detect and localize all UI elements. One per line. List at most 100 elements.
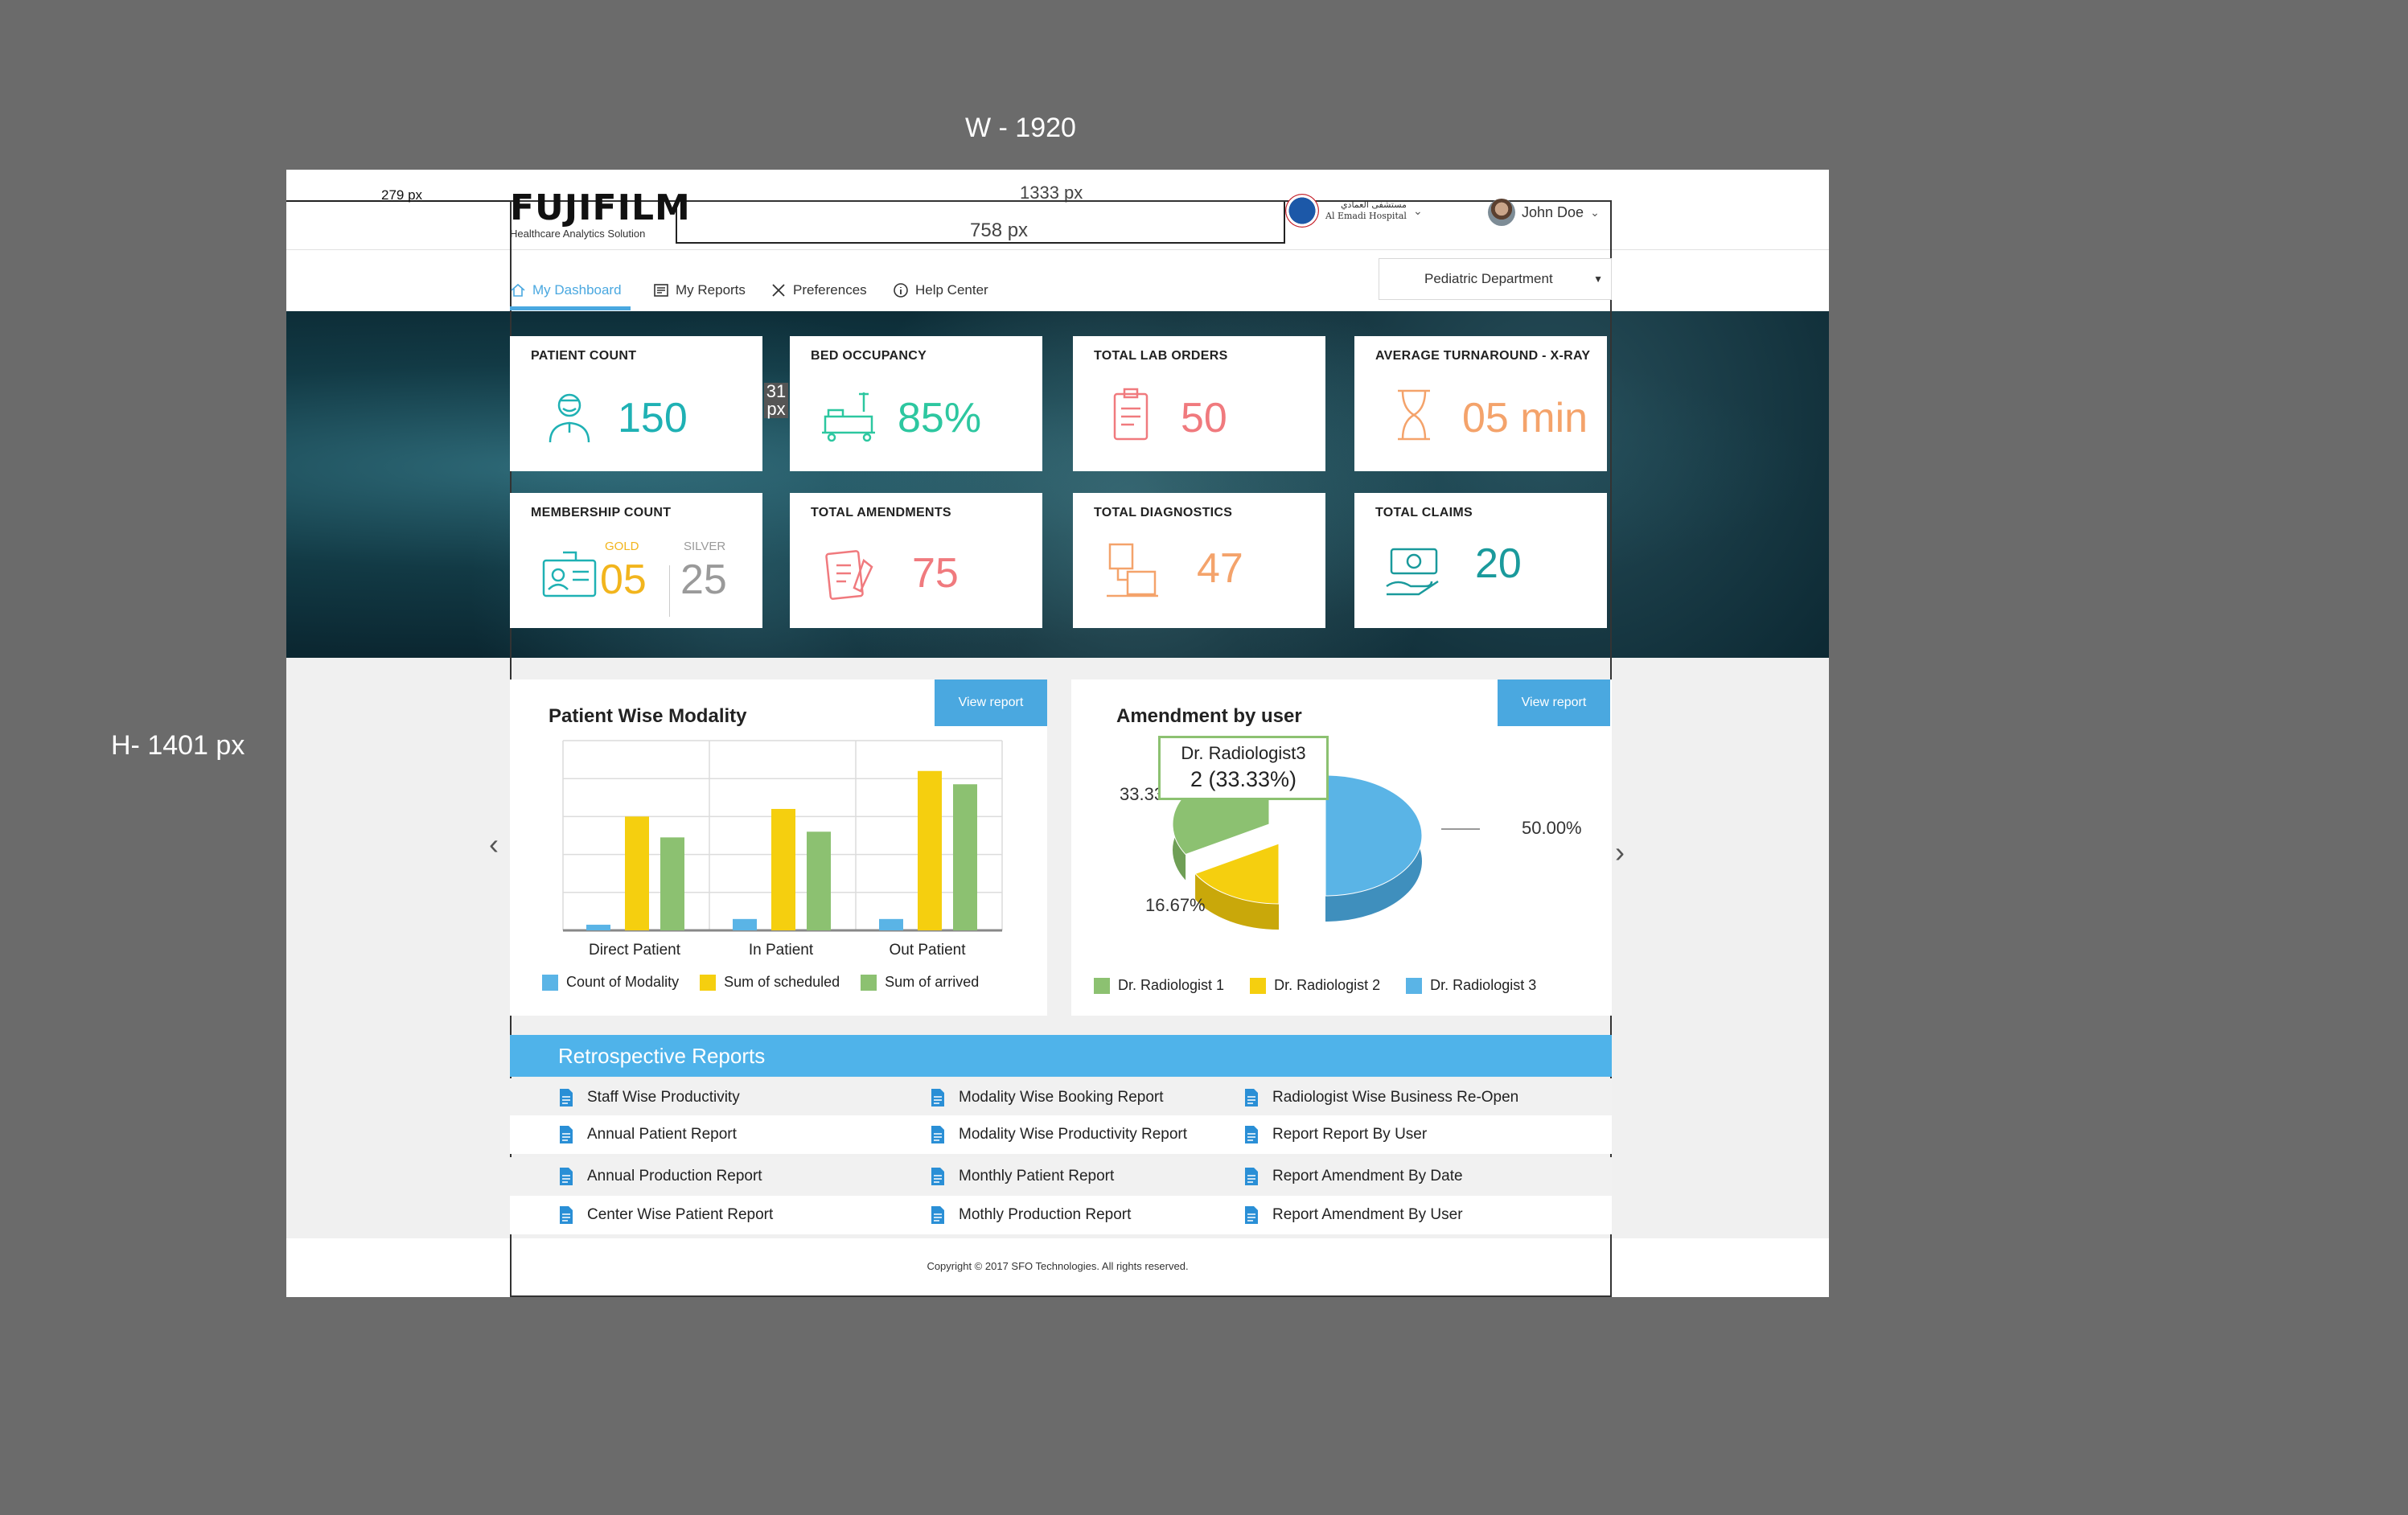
diagnostic-machine-icon	[1107, 543, 1158, 597]
legend-label: Dr. Radiologist 1	[1118, 977, 1225, 993]
report-label: Radiologist Wise Business Re-Open	[1272, 1089, 1519, 1106]
report-row: Staff Wise Productivity Modality Wise Boo…	[510, 1078, 1612, 1117]
total-amendments-card[interactable]: TOTAL AMENDMENTS 75	[790, 493, 1042, 628]
membership-divider	[669, 565, 670, 617]
average-turnaround-card[interactable]: AVERAGE TURNAROUND - X-RAY 05 min	[1354, 336, 1607, 471]
id-card-icon	[542, 551, 597, 597]
user-menu[interactable]: John Doe ⌄	[1488, 199, 1600, 226]
chevron-down-icon: ⌄	[1590, 205, 1600, 219]
legend-swatch	[1094, 977, 1110, 994]
gold-value: 05	[600, 556, 647, 603]
card-title: TOTAL CLAIMS	[1375, 506, 1473, 519]
tab-my-dashboard[interactable]: My Dashboard	[510, 282, 622, 298]
total-lab-orders-card[interactable]: TOTAL LAB ORDERS 50	[1073, 336, 1325, 471]
next-arrow-icon[interactable]: ›	[1615, 836, 1625, 868]
home-icon	[511, 283, 525, 297]
prev-arrow-icon[interactable]: ‹	[489, 827, 499, 860]
header	[286, 170, 1829, 250]
document-icon	[560, 1089, 573, 1106]
info-icon	[894, 283, 908, 298]
report-label: Center Wise Patient Report	[587, 1206, 774, 1223]
copyright: Copyright © 2017 SFO Technologies. All r…	[927, 1260, 1189, 1272]
dropdown-arrow-icon: ▼	[1593, 273, 1603, 285]
tab-preferences[interactable]: Preferences	[770, 282, 867, 298]
gap-annotation: 31 px	[764, 383, 788, 418]
card-title: TOTAL LAB ORDERS	[1094, 349, 1228, 363]
active-tab-indicator	[510, 306, 631, 310]
content-width-label: 1333 px	[1020, 183, 1083, 203]
category-label: Direct Patient	[589, 942, 681, 959]
gap-annotation-unit: px	[766, 399, 786, 419]
report-link[interactable]: Modality Wise Productivity Report	[930, 1125, 1187, 1144]
report-label: Report Report By User	[1272, 1126, 1428, 1143]
legend-label: Count of Modality	[566, 974, 680, 990]
bar-sum-of-scheduled	[771, 808, 795, 930]
bar-sum-of-arrived	[807, 831, 831, 930]
report-label: Annual Patient Report	[587, 1126, 737, 1143]
tooltip-value: 2 (33.33%)	[1190, 767, 1297, 791]
document-icon	[1245, 1089, 1258, 1106]
card-value: 47	[1197, 545, 1243, 592]
report-label: Report Amendment By Date	[1272, 1168, 1463, 1184]
pie-legend: Dr. Radiologist 1 Dr. Radiologist 2 Dr. …	[1094, 977, 1536, 994]
total-claims-card[interactable]: TOTAL CLAIMS 20	[1354, 493, 1607, 628]
legend-label: Dr. Radiologist 3	[1430, 977, 1537, 993]
report-row: Annual Patient Report Modality Wise Produ…	[510, 1115, 1612, 1154]
bar-sum-of-scheduled	[625, 816, 649, 930]
report-link[interactable]: Report Report By User	[1243, 1125, 1427, 1144]
dashboard-page: 279 px 1333 px 758 px FUJIFILM Healthcar…	[286, 170, 1829, 1297]
report-label: Modality Wise Productivity Report	[959, 1126, 1188, 1143]
view-report-button[interactable]: View report	[1498, 679, 1610, 726]
membership-count-card[interactable]: MEMBERSHIP COUNT GOLD 05 SILVER 25	[510, 493, 762, 628]
silver-value: 25	[680, 556, 727, 603]
legend-item: Count of Modality	[542, 974, 679, 991]
report-link[interactable]: Report Amendment By User	[1243, 1205, 1463, 1225]
report-link[interactable]: Staff Wise Productivity	[558, 1088, 740, 1107]
hospital-name-arabic: مستشفى العمادي	[1340, 199, 1407, 210]
fujifilm-logo[interactable]: FUJIFILM Healthcare Analytics Solution	[510, 191, 691, 240]
total-diagnostics-card[interactable]: TOTAL DIAGNOSTICS 47	[1073, 493, 1325, 628]
card-title: BED OCCUPANCY	[811, 349, 927, 363]
hospital-selector[interactable]: مستشفى العمادي Al Emadi Hospital ⌄	[1285, 194, 1423, 228]
report-row: Center Wise Patient Report Mothly Product…	[510, 1196, 1612, 1234]
view-report-button[interactable]: View report	[935, 679, 1047, 726]
tab-label: My Dashboard	[532, 282, 622, 298]
document-icon	[560, 1126, 573, 1143]
tab-help-center[interactable]: Help Center	[893, 282, 988, 298]
report-link[interactable]: Annual Production Report	[558, 1167, 762, 1186]
pie-slice	[1194, 843, 1280, 905]
legend-item: Sum of scheduled	[700, 974, 840, 991]
card-title: TOTAL DIAGNOSTICS	[1094, 506, 1233, 519]
report-label: Modality Wise Booking Report	[959, 1089, 1164, 1106]
bed-occupancy-card[interactable]: BED OCCUPANCY 85%	[790, 336, 1042, 471]
legend-item: Dr. Radiologist 2	[1250, 977, 1380, 994]
bar-sum-of-arrived	[660, 837, 684, 930]
report-link[interactable]: Monthly Patient Report	[930, 1167, 1114, 1186]
tab-my-reports[interactable]: My Reports	[653, 282, 746, 298]
bar-count-of-modality	[586, 924, 610, 930]
report-link[interactable]: Radiologist Wise Business Re-Open	[1243, 1088, 1518, 1107]
report-link[interactable]: Annual Patient Report	[558, 1125, 737, 1144]
category-label: In Patient	[749, 942, 814, 959]
report-link[interactable]: Modality Wise Booking Report	[930, 1088, 1164, 1107]
hospital-name: مستشفى العمادي Al Emadi Hospital	[1325, 199, 1407, 222]
document-icon	[931, 1126, 944, 1143]
amendment-panel: Amendment by user View report 50.00% 16.6…	[1071, 679, 1612, 1016]
patient-count-card[interactable]: PATIENT COUNT 150	[510, 336, 762, 471]
tools-icon	[772, 284, 785, 297]
pie-slice	[1325, 774, 1423, 897]
tooltip-name: Dr. Radiologist3	[1181, 743, 1306, 763]
panel-title: Patient Wise Modality	[549, 705, 747, 727]
legend-swatch	[1406, 977, 1423, 994]
report-label: Monthly Patient Report	[959, 1168, 1115, 1184]
report-link[interactable]: Mothly Production Report	[930, 1205, 1131, 1225]
report-link[interactable]: Report Amendment By Date	[1243, 1167, 1463, 1186]
brand-tagline: Healthcare Analytics Solution	[510, 228, 646, 240]
silver-label: SILVER	[684, 540, 726, 553]
department-select[interactable]: Pediatric Department ▼	[1379, 258, 1612, 300]
footer	[286, 1238, 1829, 1297]
document-icon	[931, 1168, 944, 1185]
report-link[interactable]: Center Wise Patient Report	[558, 1205, 773, 1225]
legend-swatch	[861, 974, 877, 991]
card-title: MEMBERSHIP COUNT	[531, 506, 672, 519]
